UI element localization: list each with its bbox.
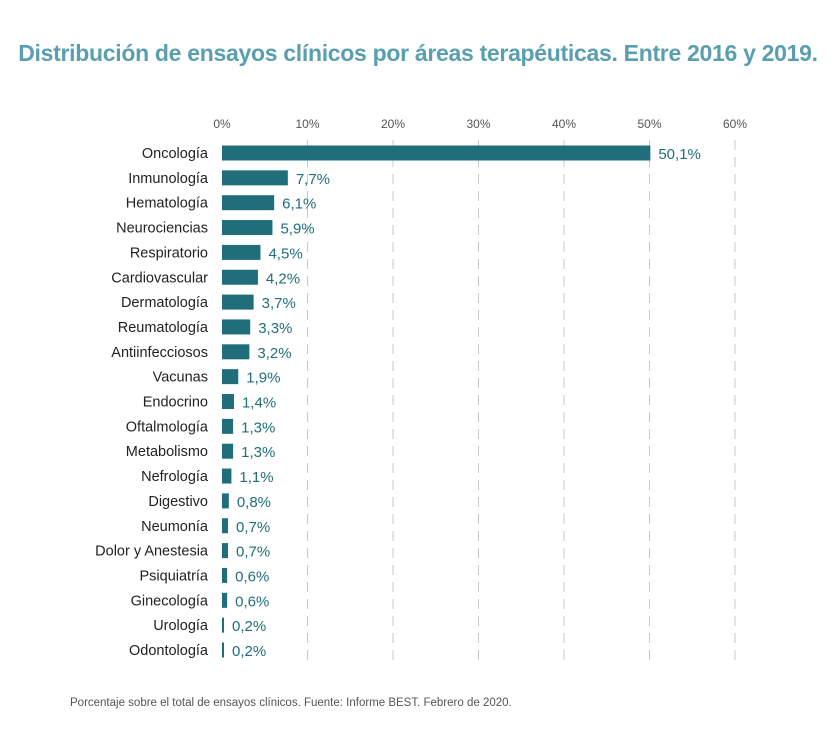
value-label: 0,7% bbox=[236, 544, 270, 561]
category-label: Vacunas bbox=[153, 370, 208, 386]
value-label: 4,5% bbox=[268, 245, 302, 262]
value-label: 0,8% bbox=[237, 494, 271, 511]
x-tick-label: 60% bbox=[723, 117, 747, 131]
x-tick-label: 10% bbox=[295, 117, 319, 131]
bar bbox=[222, 170, 288, 186]
bar bbox=[222, 319, 251, 335]
bar bbox=[222, 518, 228, 534]
value-label: 6,1% bbox=[282, 196, 316, 213]
bar bbox=[222, 567, 228, 583]
x-tick-label: 30% bbox=[466, 117, 490, 131]
bar bbox=[222, 394, 234, 409]
value-label: 1,3% bbox=[241, 419, 275, 436]
bar bbox=[222, 244, 261, 260]
category-label: Oftalmología bbox=[126, 419, 209, 435]
chart-title: Distribución de ensayos clínicos por áre… bbox=[18, 40, 818, 66]
value-label: 0,7% bbox=[236, 519, 270, 536]
category-label: Reumatología bbox=[118, 320, 209, 336]
value-label: 0,2% bbox=[232, 618, 266, 635]
value-label: 3,7% bbox=[262, 295, 296, 312]
value-labels: 50,1% 7,7% 6,1% 5,9% 4,5% 4,2% 3,7% 3,3% 3,2% 1,9… bbox=[232, 146, 701, 660]
value-label: 0,6% bbox=[235, 568, 269, 585]
x-axis-ticks: 0% 10% 20% 30% 40% 50% 60% bbox=[213, 117, 747, 131]
bar bbox=[222, 642, 224, 658]
category-label: Dermatología bbox=[121, 295, 209, 311]
value-label: 50,1% bbox=[658, 146, 701, 163]
category-label: Ginecología bbox=[131, 593, 209, 609]
category-label: Neumonía bbox=[141, 519, 209, 535]
category-label: Dolor y Anestesia bbox=[95, 544, 209, 560]
value-label: 5,9% bbox=[280, 221, 314, 238]
category-label: Metabolismo bbox=[126, 444, 208, 460]
value-label: 1,9% bbox=[246, 370, 280, 387]
value-label: 4,2% bbox=[266, 270, 300, 287]
category-label: Odontología bbox=[129, 643, 209, 659]
bar bbox=[222, 369, 239, 385]
category-label: Nefrología bbox=[141, 469, 209, 485]
gridlines bbox=[307, 140, 736, 660]
bar bbox=[222, 468, 232, 484]
bar bbox=[222, 195, 275, 211]
bar bbox=[222, 493, 229, 509]
category-label: Neurociencias bbox=[116, 221, 208, 237]
category-label: Hematología bbox=[126, 196, 209, 212]
value-label: 1,4% bbox=[242, 395, 276, 412]
x-tick-label: 0% bbox=[213, 117, 231, 131]
category-label: Oncología bbox=[142, 146, 209, 162]
x-tick-label: 20% bbox=[381, 117, 405, 131]
value-label: 1,3% bbox=[241, 444, 275, 461]
bar bbox=[222, 269, 258, 285]
category-label: Psiquiatría bbox=[139, 568, 208, 584]
category-label: Digestivo bbox=[148, 494, 208, 510]
value-label: 7,7% bbox=[296, 171, 330, 188]
bar bbox=[222, 344, 250, 360]
value-label: 1,1% bbox=[239, 469, 273, 486]
category-labels: Oncología Inmunología Hematología Neurocien… bbox=[95, 146, 209, 659]
category-label: Endocrino bbox=[143, 395, 208, 411]
footnote: Porcentaje sobre el total de ensayos clí… bbox=[70, 697, 512, 709]
bars bbox=[222, 145, 651, 658]
bar bbox=[222, 592, 228, 608]
category-label: Urología bbox=[153, 618, 209, 634]
value-label: 3,2% bbox=[257, 345, 291, 362]
category-label: Inmunología bbox=[128, 171, 209, 187]
category-label: Antiinfecciosos bbox=[111, 345, 208, 361]
bar bbox=[222, 543, 228, 559]
value-label: 3,3% bbox=[258, 320, 292, 337]
x-tick-label: 40% bbox=[552, 117, 576, 131]
bar bbox=[222, 294, 254, 310]
bar bbox=[222, 220, 273, 236]
value-label: 0,6% bbox=[235, 593, 269, 610]
bar-chart: 0% 10% 20% 30% 40% 50% 60% Oncología Inmunologí… bbox=[95, 117, 747, 660]
bar bbox=[222, 145, 651, 161]
bar bbox=[222, 418, 234, 434]
bar bbox=[222, 443, 234, 459]
value-label: 0,2% bbox=[232, 643, 266, 660]
category-label: Respiratorio bbox=[130, 245, 208, 261]
category-label: Cardiovascular bbox=[111, 270, 208, 286]
x-tick-label: 50% bbox=[637, 117, 661, 131]
bar bbox=[222, 617, 224, 633]
